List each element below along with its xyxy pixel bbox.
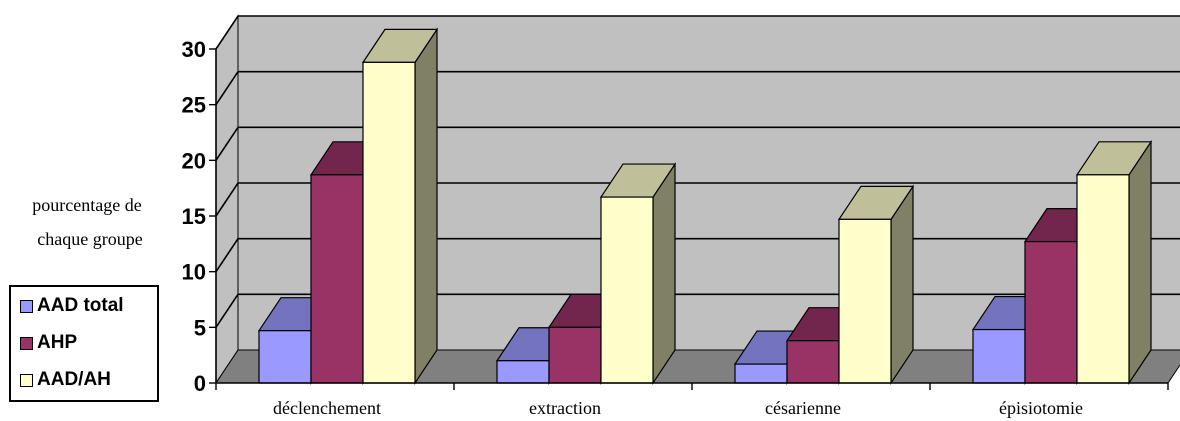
y-tick-labels: 0 5 10 15 20 25 30 [182, 37, 206, 396]
bars [257, 27, 1153, 385]
bar-side [890, 184, 914, 385]
y-tick-label-0: 0 [194, 371, 206, 396]
legend-item-aad-ah: AAD/AH [20, 369, 111, 391]
y-tick-label-25: 25 [182, 93, 206, 118]
gridline-25 [215, 70, 1180, 106]
y-tick-label-20: 20 [182, 148, 206, 173]
gridline-30 [215, 15, 1180, 50]
gridline-20 [215, 126, 1180, 161]
legend-swatch-aad-total [20, 299, 33, 313]
bar-front [1024, 241, 1078, 384]
bar-front [600, 196, 654, 384]
gridlines [215, 15, 1180, 328]
bar-aad-ah-0 [361, 27, 439, 385]
bar-front [786, 340, 840, 384]
axes [209, 48, 1169, 390]
bar-side [1128, 139, 1152, 385]
bar-front [310, 174, 364, 384]
y-tick-label-30: 30 [182, 37, 206, 62]
y-axis-label-line-1: pourcentage de [32, 195, 141, 215]
category-label-3: épisiotomie [999, 398, 1083, 418]
bar-aad-ah-2 [837, 184, 915, 385]
y-tick-label-10: 10 [182, 260, 206, 285]
legend-swatch-ahp [20, 336, 33, 350]
bar-front [1076, 174, 1130, 384]
legend-label-aad-total: AAD total [37, 295, 124, 316]
y-tick-label-15: 15 [182, 204, 206, 229]
bar-front [972, 328, 1026, 384]
bar-front [362, 61, 416, 384]
legend: AAD total AHP AAD/AH [9, 285, 159, 402]
legend-swatch-aad-ah [20, 373, 33, 387]
bar-side [652, 162, 676, 385]
legend-label-ahp: AHP [37, 332, 78, 353]
legend-item-aad-total: AAD total [20, 295, 124, 317]
legend-item-ahp: AHP [20, 332, 77, 354]
gridline-15 [215, 182, 1180, 217]
legend-label-aad-ah: AAD/AH [37, 369, 111, 390]
y-axis-label-line-2: chaque groupe [37, 229, 142, 249]
category-label-0: déclenchement [273, 398, 381, 418]
bar-aad-ah-1 [599, 162, 677, 385]
bar-aad-ah-3 [1075, 139, 1153, 385]
bar-side [414, 27, 438, 385]
bar-front [496, 360, 550, 384]
category-label-1: extraction [529, 398, 601, 418]
bar-front [548, 326, 602, 384]
category-label-2: césarienne [765, 398, 841, 418]
bar-front [838, 218, 892, 384]
bar-front [258, 330, 312, 384]
category-labels: déclenchement extraction césarienne épisiot… [273, 398, 1083, 418]
bar-front [734, 363, 788, 384]
y-tick-label-5: 5 [194, 315, 206, 340]
